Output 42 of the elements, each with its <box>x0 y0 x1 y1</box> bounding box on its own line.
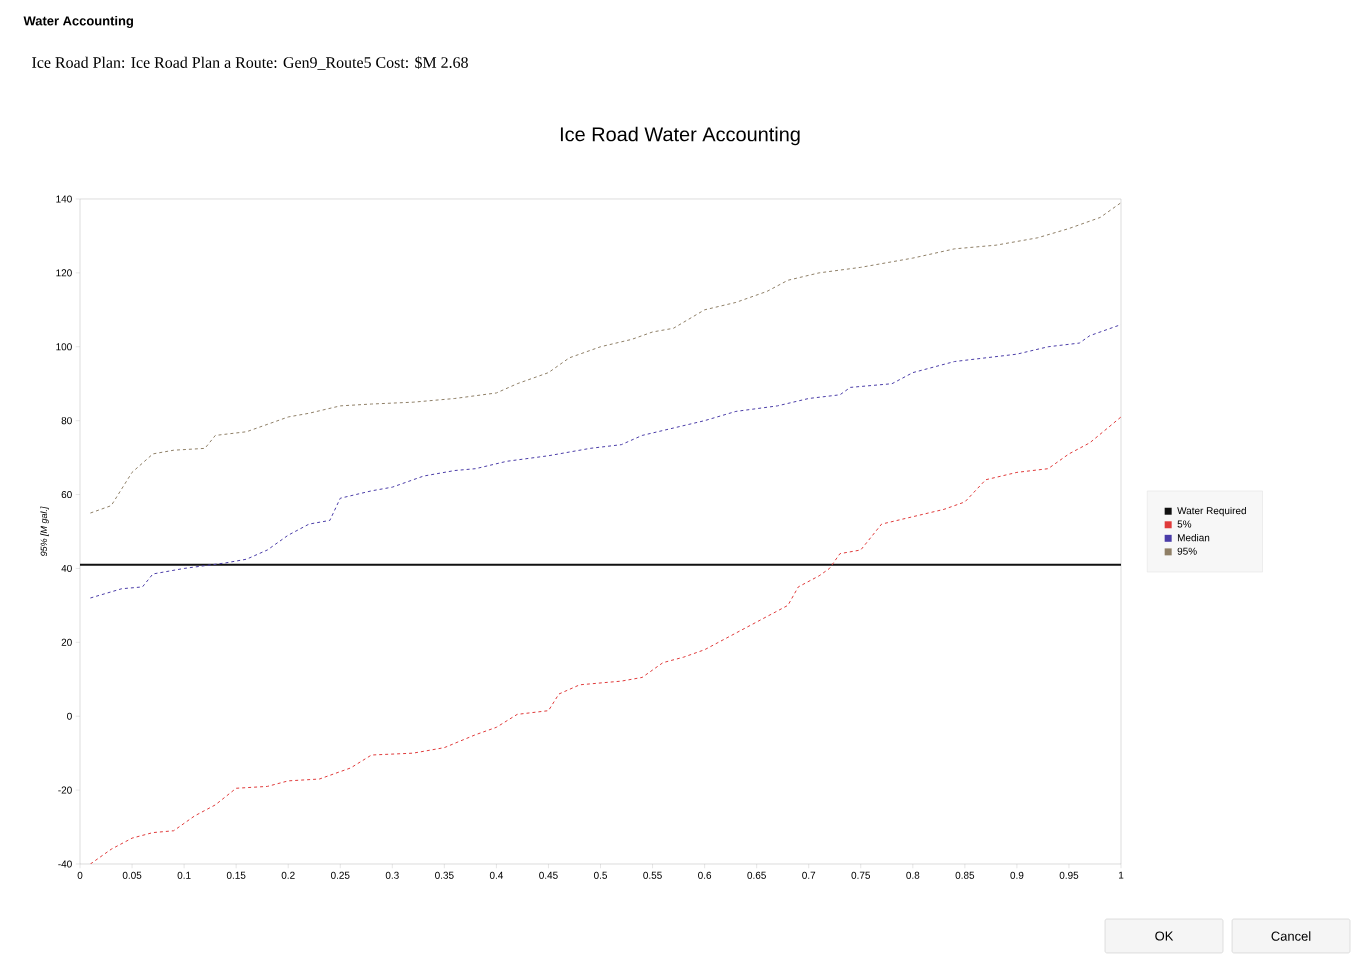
x-tick-label: 0.35 <box>435 871 454 879</box>
y-axis-title: 95% [M gal.] <box>40 506 49 557</box>
x-tick-label: 0.85 <box>955 871 975 879</box>
x-tick-label: 0.25 <box>330 871 350 879</box>
x-tick-label: 0.65 <box>747 871 766 879</box>
y-tick-label: 60 <box>61 491 72 499</box>
text: Water Accounting <box>23 15 133 29</box>
y-tick-label: 20 <box>61 638 72 646</box>
y-tick-label: -40 <box>58 860 72 868</box>
chart-subtitle: Ice Road Plan: Ice Road Plan a Route: Gen9_Route5 Cost: $M 2.68 <box>32 56 468 70</box>
x-tick-label: 0.6 <box>698 871 712 879</box>
x-tick-label: 0 <box>77 871 83 879</box>
x-tick-label: 0.75 <box>851 871 871 879</box>
y-tick-label: 0 <box>67 712 72 720</box>
x-tick-label: 0.5 <box>593 871 608 879</box>
legend-label: 95% <box>1177 547 1197 555</box>
line-series <box>89 416 1122 864</box>
x-tick-label: 0.95 <box>1059 871 1079 879</box>
legend-label: Median <box>1177 533 1210 542</box>
x-tick-label: 0.05 <box>122 871 142 879</box>
legend-label: Water Required <box>1177 506 1246 517</box>
y-tick-label: -20 <box>58 786 72 794</box>
x-tick-label: 0.9 <box>1010 871 1024 879</box>
y-tick-label: 80 <box>61 417 72 425</box>
text: Cancel <box>1271 931 1311 941</box>
x-tick-label: 0.55 <box>643 871 662 879</box>
x-tick-label: 0.8 <box>906 871 920 879</box>
legend-label: 5% <box>1177 520 1192 528</box>
x-tick-label: 0.15 <box>226 871 246 879</box>
y-tick-label: 140 <box>56 195 72 203</box>
x-tick-label: 1 <box>1119 871 1124 879</box>
x-tick-label: 0.4 <box>489 871 504 879</box>
text: OK <box>1155 931 1174 941</box>
x-tick-label: 0.45 <box>539 871 558 879</box>
y-tick-label: 100 <box>56 343 72 351</box>
x-tick-label: 0.3 <box>385 871 399 879</box>
x-tick-label: 0.7 <box>802 871 816 879</box>
x-tick-label: 0.1 <box>177 871 191 879</box>
y-tick-label: 40 <box>61 564 72 572</box>
x-tick-label: 0.2 <box>281 871 295 879</box>
y-tick-label: 120 <box>56 269 72 277</box>
chart-title: Ice Road Water Accounting <box>560 126 800 146</box>
